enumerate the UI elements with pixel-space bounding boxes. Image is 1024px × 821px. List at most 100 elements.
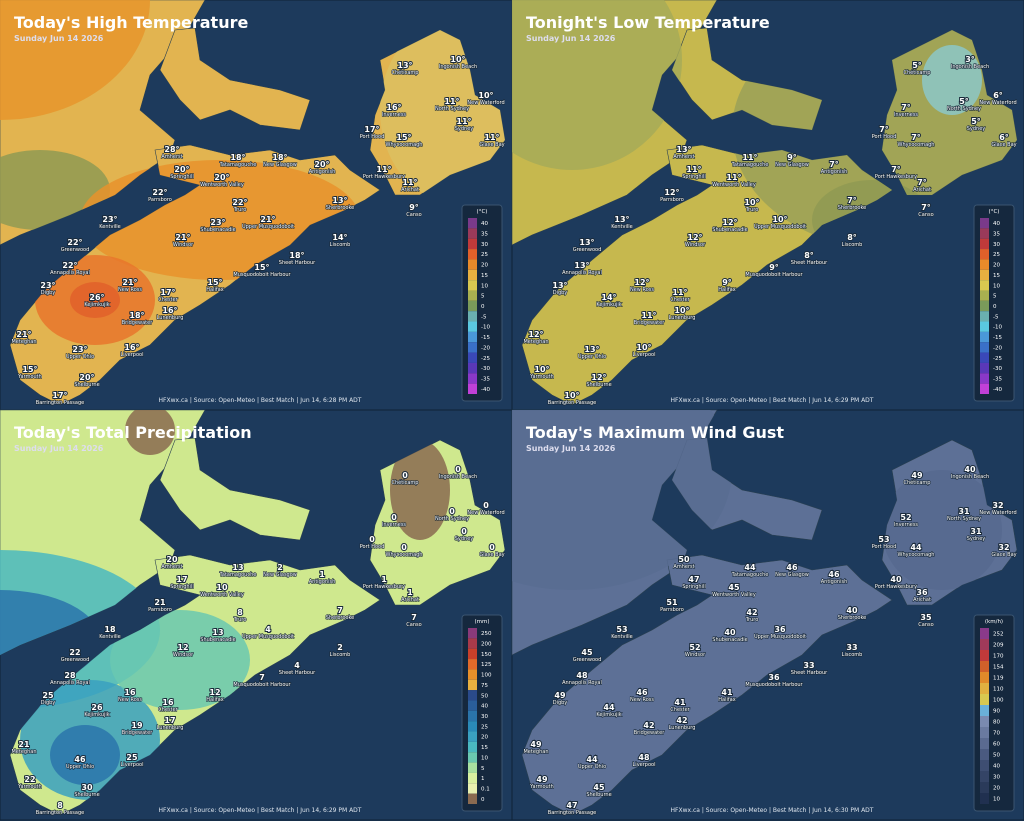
place-name: Chéticamp — [904, 479, 931, 486]
place-value: 22 — [69, 648, 80, 657]
legend-swatch — [468, 228, 477, 239]
place-name: Springhill — [682, 174, 705, 180]
legend-tick-label: 40 — [481, 704, 488, 710]
legend-swatch — [468, 218, 477, 229]
place-name: Yarmouth — [17, 374, 42, 380]
legend-swatch — [980, 269, 989, 281]
place-name: New Waterford — [979, 100, 1016, 106]
legend-swatch — [468, 669, 477, 680]
place-value: 15° — [396, 133, 411, 142]
place-value: 8° — [804, 251, 814, 260]
place-name: North Sydney — [435, 516, 469, 522]
place-value: 16° — [386, 103, 401, 112]
place-value: 52 — [689, 643, 700, 652]
place-name: Upper Ohio — [578, 354, 606, 360]
place-value: 51 — [666, 598, 678, 607]
place-value: 10° — [636, 343, 651, 352]
place-value: 11° — [444, 97, 459, 106]
legend-swatch — [980, 738, 989, 749]
legend-tick-label: 20 — [993, 263, 1000, 269]
legend-swatch — [980, 694, 989, 705]
place-name: New Glasgow — [263, 572, 297, 578]
place-value: 36 — [768, 673, 780, 682]
place-name: Parrsboro — [148, 197, 172, 203]
legend-tick-label: 20 — [481, 735, 488, 741]
place-value: 12 — [209, 688, 220, 697]
place-name: Upper Musquodoboit — [754, 224, 806, 230]
legend-swatch — [980, 650, 989, 661]
place-name: Liverpool — [633, 352, 656, 358]
place-value: 9° — [787, 153, 797, 162]
place-name: Chéticamp — [904, 69, 931, 76]
place-name: Port Hood — [872, 134, 897, 140]
place-name: Lunenburg — [669, 725, 696, 731]
legend-swatch — [468, 383, 477, 394]
place-name: Sheet Harbour — [791, 260, 828, 266]
place-name: Sydney — [967, 536, 986, 542]
place-value: 47 — [688, 575, 699, 584]
place-value: 13° — [552, 281, 567, 290]
place-value: 7° — [917, 178, 927, 187]
legend-swatch — [468, 710, 477, 722]
place-name: Shelburne — [586, 792, 611, 798]
place-value: 22° — [62, 261, 77, 270]
field-zone — [0, 0, 150, 120]
place-name: Wentworth Valley — [200, 592, 244, 598]
legend-swatch — [980, 639, 989, 650]
place-name: Shelburne — [74, 792, 99, 798]
place-value: 15° — [207, 278, 222, 287]
place-value: 14° — [332, 233, 347, 242]
place-name: Musquodoboit Harbour — [233, 272, 291, 278]
legend-tick-label: 250 — [481, 631, 492, 637]
place-name: Shubenacadie — [712, 637, 747, 643]
legend-swatch — [980, 727, 989, 738]
place-value: 10° — [564, 391, 579, 400]
legend-swatch — [980, 342, 989, 353]
place-value: 0 — [483, 501, 489, 510]
place-value: 49 — [911, 471, 923, 480]
place-value: 7 — [337, 606, 343, 615]
legend-swatch — [468, 321, 477, 332]
place-name: Liverpool — [633, 762, 656, 768]
legend-tick-label: 40 — [993, 764, 1000, 770]
place-value: 16° — [124, 343, 139, 352]
place-name: Sheet Harbour — [791, 670, 828, 676]
place-name: Sherbrooke — [838, 615, 867, 621]
place-name: Parrsboro — [148, 607, 172, 613]
place-name: Chester — [670, 707, 690, 713]
legend-swatch — [468, 342, 477, 353]
legend-tick-label: 50 — [481, 693, 488, 699]
place-name: Tatamagouche — [731, 162, 769, 168]
place-value: 12° — [591, 373, 606, 382]
place-name: Canso — [918, 622, 933, 628]
legend-swatch — [980, 705, 989, 716]
place-name: New Glasgow — [263, 162, 297, 168]
legend-tick-label: 30 — [993, 242, 1000, 248]
place-value: 22° — [152, 188, 167, 197]
legend-swatch — [980, 373, 989, 384]
place-value: 18° — [230, 153, 245, 162]
place-value: 22° — [67, 238, 82, 247]
place-value: 49 — [536, 775, 548, 784]
place-name: Bridgewater — [634, 320, 665, 326]
place-value: 14° — [601, 293, 616, 302]
place-value: 32 — [992, 501, 1003, 510]
place-value: 53 — [616, 625, 627, 634]
place-name: Bridgewater — [122, 730, 153, 736]
legend-swatch — [468, 628, 477, 639]
place-value: 45 — [593, 783, 605, 792]
legend-tick-label: 200 — [481, 642, 492, 648]
place-value: 21° — [122, 278, 137, 287]
place-value: 9° — [722, 278, 732, 287]
place-name: Liverpool — [121, 762, 144, 768]
field-zone — [390, 440, 450, 540]
place-name: North Sydney — [435, 106, 469, 112]
place-value: 0 — [391, 513, 397, 522]
place-value: 0 — [402, 471, 408, 480]
place-value: 12° — [528, 330, 543, 339]
place-name: Antigonish — [821, 579, 848, 585]
place-value: 10 — [216, 583, 228, 592]
legend-swatch — [468, 772, 477, 784]
legend-tick-label: 75 — [481, 683, 488, 689]
field-shading — [512, 410, 1002, 590]
